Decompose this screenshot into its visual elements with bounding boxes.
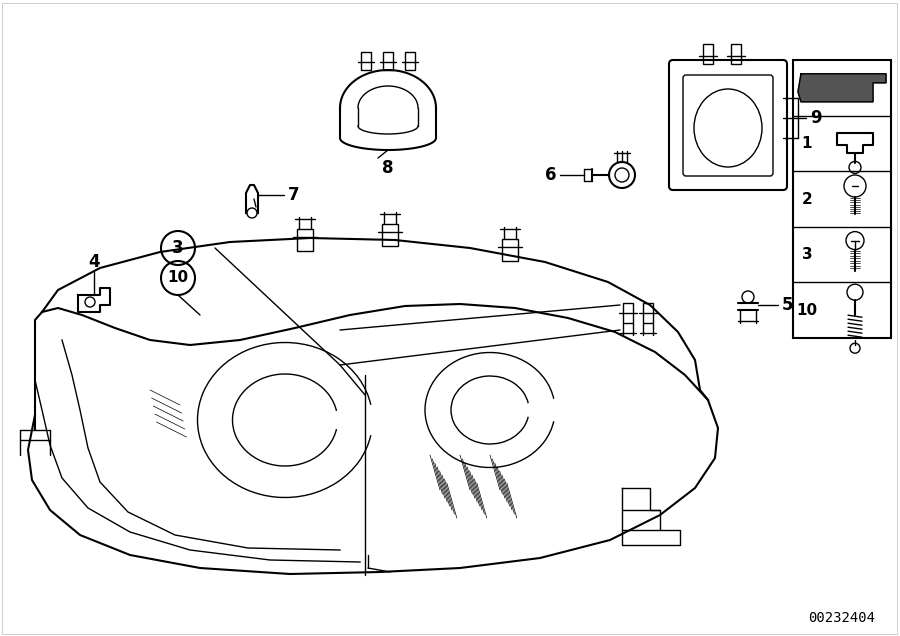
Bar [731,44,741,64]
Polygon shape [798,74,886,102]
Text: 00232404: 00232404 [808,611,876,625]
Bar [502,239,518,261]
Text: 9: 9 [810,109,822,127]
Text: 4: 4 [88,253,100,271]
Bar [361,52,371,70]
Text: 2: 2 [802,191,813,207]
Text: 5: 5 [782,296,794,314]
Text: 10: 10 [167,270,189,286]
Bar [703,44,713,64]
Bar [793,60,891,338]
Text: 1: 1 [802,136,812,151]
Bar [382,224,398,246]
Bar [297,229,313,251]
Text: 8: 8 [382,159,394,177]
Text: 7: 7 [288,186,300,204]
Bar [643,303,653,323]
Bar [623,303,633,323]
Bar [383,52,393,70]
Text: 6: 6 [544,166,556,184]
Text: 3: 3 [802,247,813,262]
Text: 3: 3 [172,239,184,257]
Bar [405,52,415,70]
Text: 10: 10 [796,303,817,318]
